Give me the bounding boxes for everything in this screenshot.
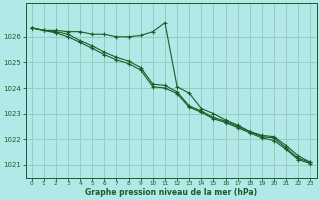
X-axis label: Graphe pression niveau de la mer (hPa): Graphe pression niveau de la mer (hPa) xyxy=(85,188,257,197)
